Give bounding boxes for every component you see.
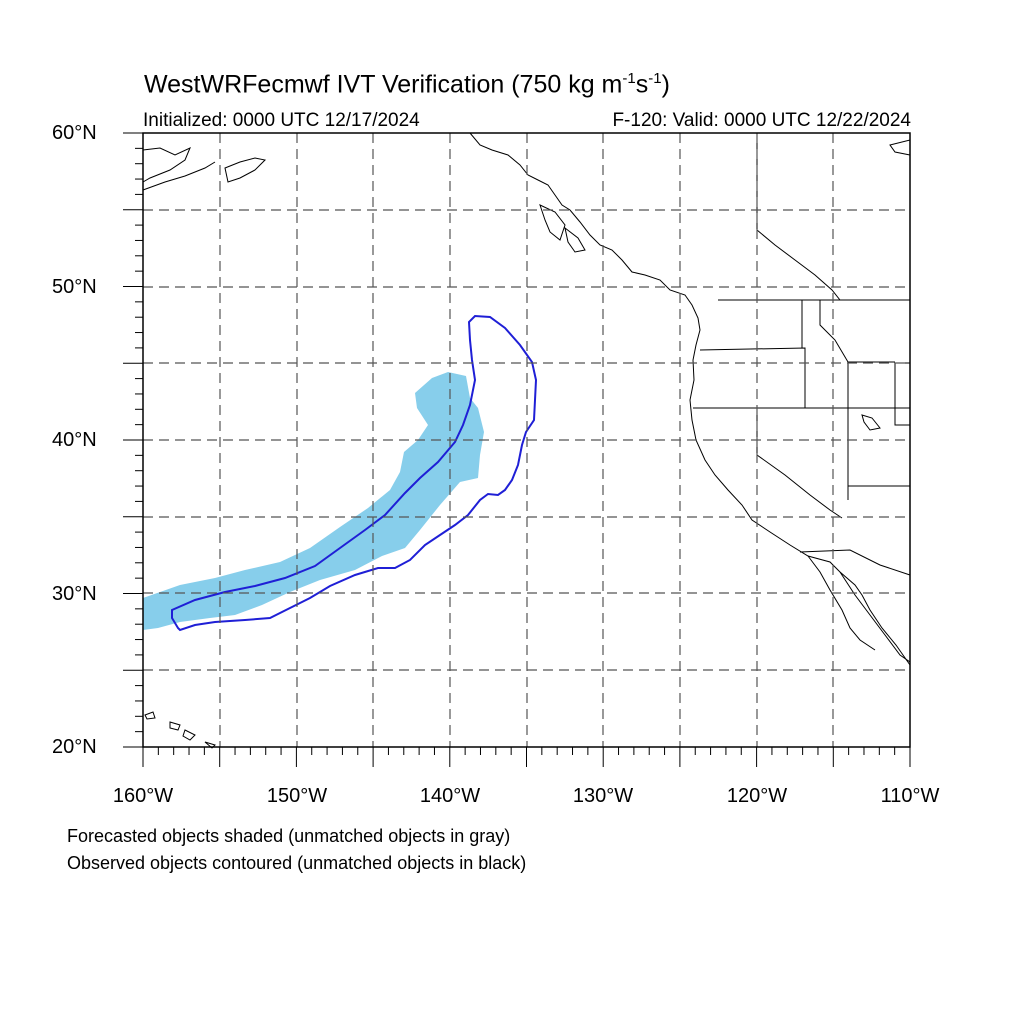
lat-label-20: 20°N bbox=[52, 736, 97, 758]
gridlines bbox=[143, 133, 910, 747]
lon-label-130w: 130°W bbox=[572, 785, 634, 807]
lat-label-30: 30°N bbox=[52, 583, 97, 605]
lat-label-50: 50°N bbox=[52, 276, 97, 298]
observed-legend-note: Observed objects contoured (unmatched ob… bbox=[67, 853, 527, 873]
init-time-label: Initialized: 0000 UTC 12/17/2024 bbox=[143, 110, 420, 131]
lat-label-40: 40°N bbox=[52, 429, 97, 451]
valid-time-label: F-120: Valid: 0000 UTC 12/22/2024 bbox=[612, 110, 911, 131]
lon-label-150w: 150°W bbox=[266, 785, 328, 807]
lon-label-140w: 140°W bbox=[419, 785, 481, 807]
forecast-legend-note: Forecasted objects shaded (unmatched obj… bbox=[67, 826, 511, 846]
axis-ticks bbox=[123, 132, 911, 767]
state-borders bbox=[693, 133, 911, 576]
forecast-ivt-object bbox=[143, 372, 484, 630]
lon-label-160w: 160°W bbox=[112, 785, 174, 807]
lat-label-60: 60°N bbox=[52, 122, 97, 144]
observed-ivt-contour bbox=[171, 314, 538, 632]
lon-label-110w: 110°W bbox=[880, 785, 940, 807]
chart-title: WestWRFecmwf IVT Verification (750 kg m-… bbox=[144, 70, 670, 99]
lon-label-120w: 120°W bbox=[726, 785, 788, 807]
